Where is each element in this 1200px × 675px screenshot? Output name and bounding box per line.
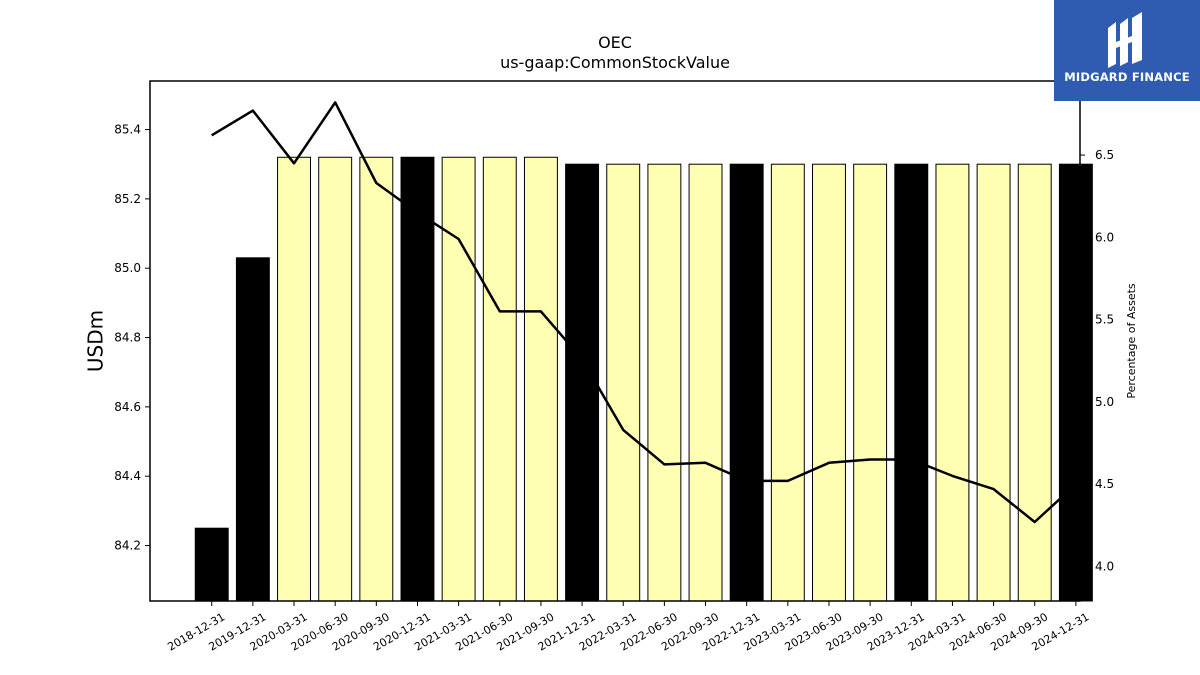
- y-axis-label: USDm: [84, 310, 108, 372]
- y2-tick-label: 4.5: [1095, 477, 1114, 491]
- chart-subtitle: us-gaap:CommonStockValue: [500, 53, 730, 72]
- y-tick-label: 84.4: [114, 469, 141, 483]
- y2-tick-label: 4.0: [1095, 559, 1114, 573]
- y2-tick-label: 5.5: [1095, 313, 1114, 327]
- logo-mark-icon: [1108, 12, 1142, 68]
- y2-tick-label: 6.5: [1095, 148, 1114, 162]
- bar-2022-12-31: [729, 163, 764, 602]
- y-tick-label: 85.2: [114, 192, 141, 206]
- bar-2022-03-31: [606, 163, 641, 602]
- y2-axis-label: Percentage of Assets: [1125, 283, 1138, 399]
- bar-2021-06-30: [482, 156, 517, 602]
- y-tick-label: 84.6: [114, 400, 141, 414]
- y2-tick-label: 6.0: [1095, 230, 1114, 244]
- bar-2022-09-30: [688, 163, 723, 602]
- line-layer: [211, 101, 1077, 524]
- bar-2021-09-30: [523, 156, 558, 602]
- y-axis-ticks: 84.2 84.4 84.6 84.8 85.0 85.2 85.4: [114, 123, 150, 553]
- series-line: [211, 101, 1077, 524]
- bars-group: [194, 156, 1093, 602]
- bar-2023-03-31: [770, 163, 805, 602]
- y-tick-label: 84.2: [114, 539, 141, 553]
- bar-2024-12-31: [1058, 163, 1093, 602]
- bar-2020-03-31: [277, 156, 311, 602]
- bar-2024-03-31: [935, 163, 970, 602]
- bar-2018-12-31: [194, 527, 229, 602]
- bar-2021-12-31: [565, 163, 600, 602]
- logo-text: MIDGARD FINANCE: [1064, 70, 1190, 84]
- y-tick-label: 84.8: [114, 331, 141, 345]
- bar-2023-09-30: [853, 163, 888, 602]
- bar-2021-03-31: [441, 156, 476, 602]
- bar-2019-12-31: [235, 257, 270, 602]
- y-tick-label: 85.0: [114, 261, 141, 275]
- bar-2024-09-30: [1017, 163, 1052, 602]
- plot-frame: [149, 80, 1081, 602]
- y2-axis-ticks: 4.0 4.5 5.0 5.5 6.0 6.5: [1080, 148, 1114, 573]
- bar-2022-06-30: [647, 163, 682, 602]
- x-axis-ticks: 2018-12-312019-12-312020-03-312020-06-30…: [165, 601, 1091, 654]
- bar-2020-06-30: [318, 156, 353, 602]
- y-tick-label: 85.4: [114, 123, 141, 137]
- midgard-finance-logo: MIDGARD FINANCE: [1054, 0, 1200, 101]
- bar-2024-06-30: [976, 163, 1011, 602]
- bar-2020-12-31: [400, 156, 435, 602]
- bar-2023-12-31: [894, 163, 929, 602]
- bar-2020-09-30: [359, 156, 394, 602]
- chart-title: OEC: [598, 33, 632, 52]
- bar-2023-06-30: [812, 163, 846, 602]
- y2-tick-label: 5.0: [1095, 395, 1114, 409]
